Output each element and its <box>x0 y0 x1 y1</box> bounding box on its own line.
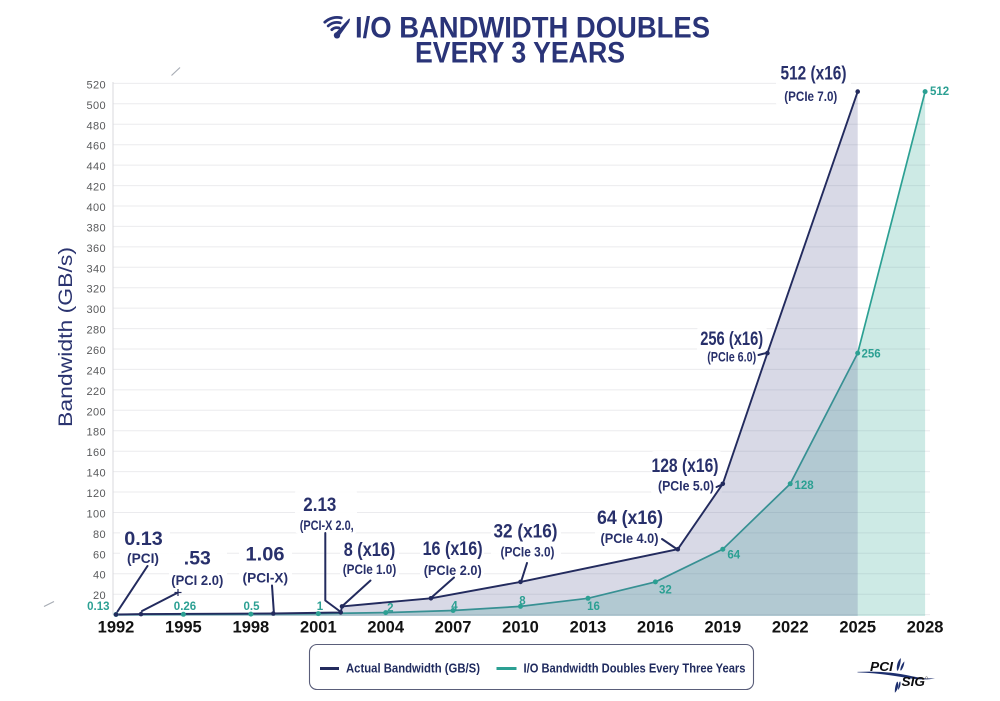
svg-text:2025: 2025 <box>839 619 876 637</box>
svg-text:2001: 2001 <box>300 619 337 637</box>
svg-text:(PCIe 1.0): (PCIe 1.0) <box>343 561 397 577</box>
svg-text:0.13: 0.13 <box>124 528 163 550</box>
svg-text:I/O Bandwidth Doubles Every Th: I/O Bandwidth Doubles Every Three Years <box>524 662 746 676</box>
svg-text:1: 1 <box>317 601 324 613</box>
svg-text:360: 360 <box>86 243 106 255</box>
svg-text:2016: 2016 <box>637 619 674 637</box>
svg-text:2019: 2019 <box>704 619 741 637</box>
svg-text:(PCIe 3.0): (PCIe 3.0) <box>501 544 555 560</box>
svg-text:280: 280 <box>86 325 106 337</box>
svg-text:0.26: 0.26 <box>174 601 196 613</box>
svg-text:20: 20 <box>93 590 106 602</box>
svg-text:8: 8 <box>519 596 526 608</box>
svg-text:500: 500 <box>86 100 106 112</box>
svg-text:(PCIe 4.0): (PCIe 4.0) <box>601 530 659 546</box>
svg-text:(PCIe 6.0): (PCIe 6.0) <box>707 349 756 365</box>
svg-text:16 (x16): 16 (x16) <box>423 538 483 560</box>
svg-text:0.13: 0.13 <box>87 601 109 613</box>
svg-text:0.5: 0.5 <box>244 601 261 613</box>
svg-text:Bandwidth (GB/s): Bandwidth (GB/s) <box>55 247 77 427</box>
svg-text:.53: .53 <box>184 548 211 570</box>
svg-text:60: 60 <box>93 549 106 561</box>
svg-text:(PCI-X 2.0,: (PCI-X 2.0, <box>300 517 354 533</box>
svg-text:120: 120 <box>86 488 106 500</box>
svg-text:300: 300 <box>86 304 106 316</box>
svg-text:(PCIe 7.0): (PCIe 7.0) <box>784 88 837 104</box>
svg-text:180: 180 <box>86 427 106 439</box>
svg-text:240: 240 <box>86 365 106 377</box>
svg-text:16: 16 <box>587 601 600 613</box>
svg-text:1992: 1992 <box>98 619 135 637</box>
svg-text:(PCI): (PCI) <box>127 550 159 566</box>
svg-text:128 (x16): 128 (x16) <box>652 455 719 477</box>
svg-text:40: 40 <box>93 570 106 582</box>
svg-text:1.06: 1.06 <box>246 544 285 566</box>
svg-text:460: 460 <box>86 141 106 153</box>
svg-text:400: 400 <box>86 202 106 214</box>
svg-text:1995: 1995 <box>165 619 202 637</box>
svg-text:SIG: SIG <box>902 675 926 689</box>
svg-text:512 (x16): 512 (x16) <box>781 63 847 85</box>
svg-text:32: 32 <box>659 585 672 597</box>
svg-text:1998: 1998 <box>233 619 270 637</box>
svg-text:2028: 2028 <box>907 619 944 637</box>
svg-text:440: 440 <box>86 161 106 173</box>
svg-text:200: 200 <box>86 406 106 418</box>
svg-text:2010: 2010 <box>502 619 539 637</box>
svg-text:256 (x16): 256 (x16) <box>700 328 763 350</box>
svg-text:(PCIe 5.0): (PCIe 5.0) <box>658 478 714 494</box>
svg-text:128: 128 <box>795 480 815 492</box>
svg-text:100: 100 <box>86 509 106 521</box>
svg-text:(PCI 2.0): (PCI 2.0) <box>171 572 223 588</box>
svg-text:64: 64 <box>727 550 740 562</box>
svg-text:260: 260 <box>86 345 106 357</box>
svg-text:320: 320 <box>86 284 106 296</box>
svg-text:(PCI-X): (PCI-X) <box>243 570 289 586</box>
svg-text:I/O BANDWIDTH DOUBLES: I/O BANDWIDTH DOUBLES <box>355 12 710 45</box>
svg-text:2022: 2022 <box>772 619 809 637</box>
svg-text:256: 256 <box>862 349 881 361</box>
svg-text:420: 420 <box>86 182 106 194</box>
svg-text:64 (x16): 64 (x16) <box>597 507 663 529</box>
svg-text:EVERY 3 YEARS: EVERY 3 YEARS <box>415 37 625 70</box>
svg-text:2: 2 <box>387 603 393 615</box>
svg-text:(PCIe 2.0): (PCIe 2.0) <box>424 562 482 578</box>
svg-text:512: 512 <box>930 86 949 98</box>
svg-text:220: 220 <box>86 386 106 398</box>
svg-text:2013: 2013 <box>570 619 607 637</box>
svg-text:80: 80 <box>93 529 106 541</box>
svg-text:380: 380 <box>86 222 106 234</box>
svg-text:520: 520 <box>86 79 106 91</box>
svg-text:340: 340 <box>86 263 106 275</box>
svg-text:140: 140 <box>86 468 106 480</box>
svg-text:32 (x16): 32 (x16) <box>494 521 558 543</box>
svg-text:PCI: PCI <box>870 660 894 674</box>
svg-text:160: 160 <box>86 447 106 459</box>
svg-text:480: 480 <box>86 120 106 132</box>
svg-text:2004: 2004 <box>367 619 405 637</box>
svg-text:8 (x16): 8 (x16) <box>344 539 396 561</box>
svg-text:4: 4 <box>451 601 458 613</box>
svg-text:2007: 2007 <box>435 619 472 637</box>
svg-text:2.13: 2.13 <box>303 494 336 516</box>
svg-text:Actual Bandwidth (GB/S): Actual Bandwidth (GB/S) <box>346 662 480 676</box>
